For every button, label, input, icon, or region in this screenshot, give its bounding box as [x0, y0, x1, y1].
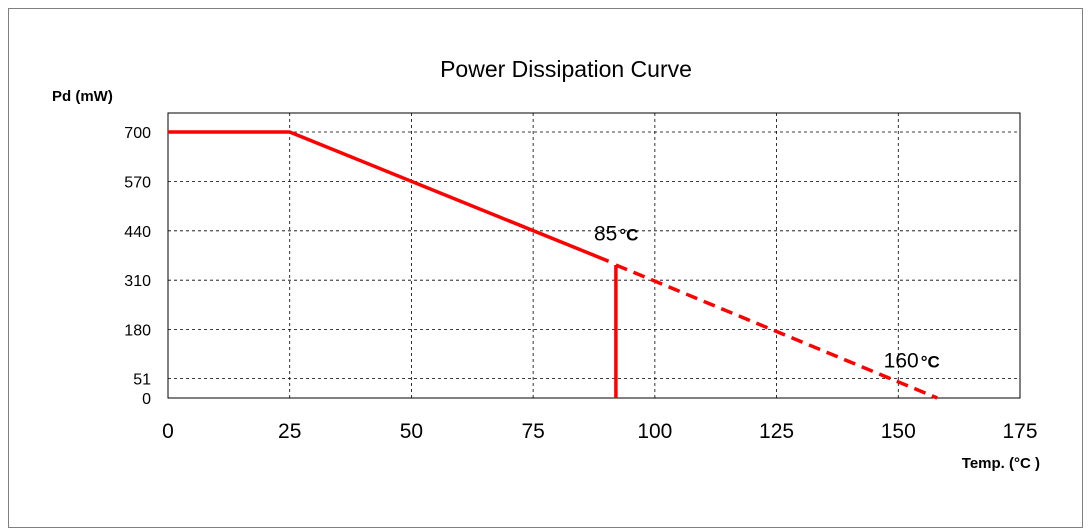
annotation-unit: °C	[619, 225, 638, 244]
chart-frame	[8, 8, 1083, 528]
y-tick-label: 700	[124, 125, 151, 142]
y-tick-label: 180	[124, 323, 151, 340]
y-tick-label: 51	[133, 372, 151, 389]
x-tick-label: 100	[637, 420, 672, 443]
power-dissipation-chart: Power Dissipation Curve Pd (mW) Temp. (°…	[52, 56, 1040, 472]
y-tick-label: 310	[124, 273, 151, 290]
x-tick-label: 50	[400, 420, 423, 443]
x-tick-label: 25	[278, 420, 301, 443]
x-tick-label: 175	[1002, 420, 1037, 443]
annotation-label: 85 °C	[594, 222, 638, 245]
annotation-label: 160 °C	[884, 350, 940, 373]
x-tick-label: 125	[759, 420, 794, 443]
chart-title: Power Dissipation Curve	[440, 56, 692, 82]
y-tick-label: 570	[124, 174, 151, 191]
x-tick-label: 150	[881, 420, 916, 443]
plot-area: 700 570 440 310 180 51 00 25 50 75 100 125 150 175 85 °…	[124, 112, 1038, 443]
y-tick-label: 440	[124, 224, 151, 241]
x-tick-label: 0	[162, 420, 174, 443]
series-line-dashed	[615, 263, 938, 400]
x-tick-label: 75	[521, 420, 544, 443]
series-line-solid	[168, 130, 610, 263]
plot-border	[167, 112, 1021, 399]
x-axis-label: Temp. (°C )	[962, 455, 1040, 472]
annotation-unit: °C	[921, 353, 940, 372]
y-axis-label: Pd (mW)	[52, 88, 113, 105]
y-tick-label: 0	[142, 391, 151, 408]
